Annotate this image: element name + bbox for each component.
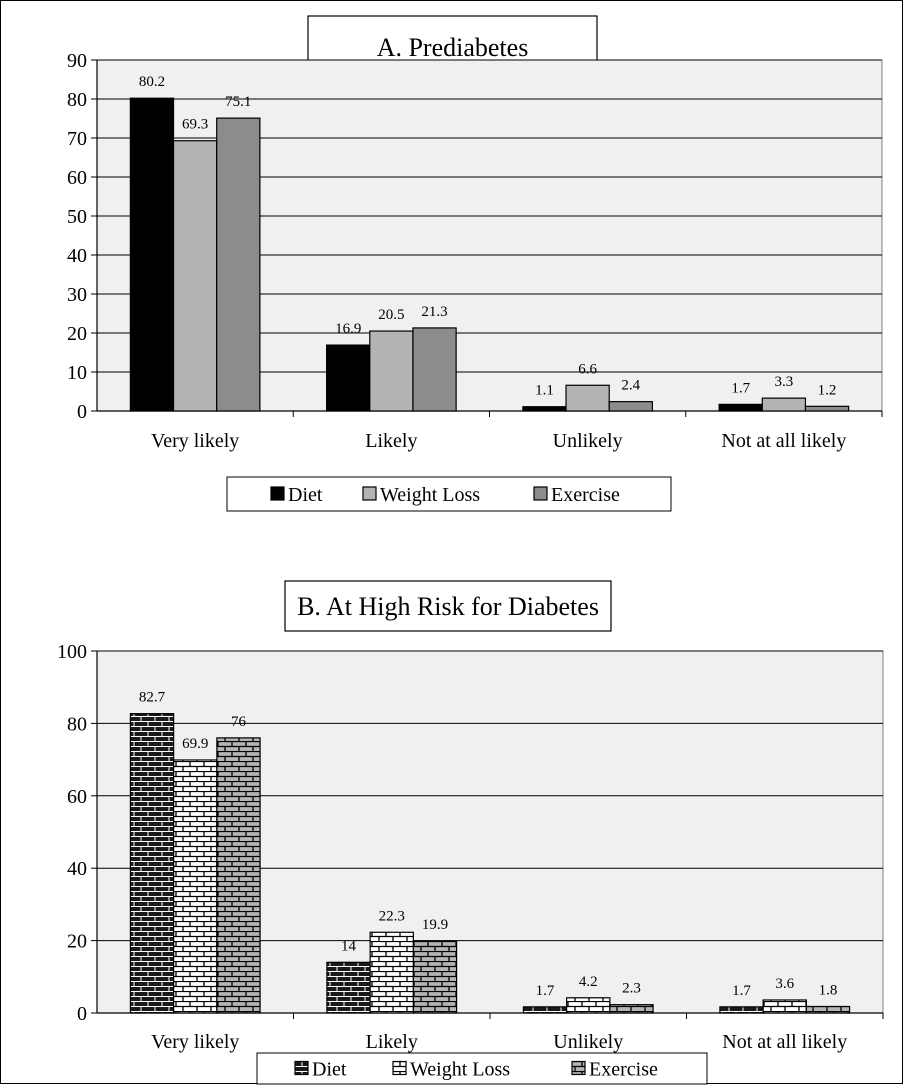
chart-a-bar-diet: [129, 97, 175, 412]
chart-b-legend-label: Diet: [312, 1059, 347, 1081]
chart-b-bar-exercise: [216, 737, 261, 1014]
chart-a-category-label: Very likely: [151, 430, 239, 452]
chart-a-data-label: 16.9: [335, 321, 361, 337]
chart-b-bar-weight-loss: [173, 759, 218, 1014]
chart-b-bar-exercise: [805, 1005, 851, 1014]
chart-a-data-label: 1.7: [731, 380, 750, 396]
chart-b-bar-diet: [326, 961, 371, 1014]
chart-a-legend-label: Exercise: [551, 484, 620, 506]
chart-b-ytick-label: 0: [77, 1003, 87, 1025]
chart-a-data-label: 1.2: [818, 382, 837, 398]
chart-a-data-label: 2.4: [621, 378, 640, 394]
chart-b-bar-weight-loss: [762, 999, 807, 1014]
chart-a-ytick-label: 70: [67, 128, 87, 150]
chart-a-bar-diet: [326, 344, 371, 412]
chart-b-data-label: 2.3: [622, 981, 641, 997]
chart-a-data-label: 69.3: [182, 117, 208, 133]
chart-b-legend-label: Weight Loss: [410, 1059, 510, 1081]
chart-a-ytick-label: 80: [67, 89, 87, 111]
chart-a-bar-exercise: [216, 117, 261, 412]
chart-a-bar-exercise: [412, 327, 457, 412]
chart-b-ytick-label: 80: [67, 713, 87, 735]
chart-a-ytick-label: 90: [67, 50, 87, 72]
chart-a-data-label: 1.1: [535, 383, 554, 399]
chart-b-category-label: Likely: [366, 1031, 418, 1053]
chart-a-bar-diet: [718, 403, 763, 412]
chart-b-data-label: 1.7: [732, 983, 751, 999]
chart-b-legend: [256, 1052, 708, 1085]
chart-b-data-label: 22.3: [379, 908, 405, 924]
chart-a-title: A. Prediabetes: [377, 33, 529, 62]
chart-a-data-label: 21.3: [421, 304, 447, 320]
chart-a-ytick-label: 60: [67, 167, 87, 189]
chart-a-data-label: 6.6: [578, 361, 597, 377]
chart-a-data-label: 3.3: [775, 374, 794, 390]
chart-b-legend-label: Exercise: [589, 1059, 658, 1081]
chart-a-legend: [226, 476, 672, 512]
chart-b-ytick-label: 20: [67, 931, 87, 953]
chart-a-category-label: Not at all likely: [721, 430, 846, 452]
chart-b-bar-weight-loss: [566, 997, 611, 1014]
chart-a-bar-weight-loss: [172, 140, 218, 412]
chart-a-data-label: 20.5: [378, 307, 404, 323]
chart-b-ytick-label: 40: [67, 858, 87, 880]
chart-a-legend-label: Weight Loss: [380, 484, 480, 506]
chart-b-data-label: 19.9: [422, 917, 448, 933]
chart-b-data-label: 69.9: [182, 736, 208, 752]
chart-b-data-label: 76: [231, 714, 247, 730]
chart-a-legend-label: Diet: [288, 484, 323, 506]
chart-b-data-label: 14: [341, 938, 357, 954]
chart-a-ytick-label: 30: [67, 284, 87, 306]
chart-b-legend-swatch-exercise: [571, 1060, 586, 1076]
chart-a-legend-swatch-weight-loss: [362, 486, 377, 501]
chart-a-bar-diet: [522, 406, 567, 412]
chart-b-legend-swatch-weight-loss: [392, 1060, 407, 1076]
chart-b-bar-diet: [522, 1006, 568, 1014]
chart-b-bar-weight-loss: [369, 931, 414, 1014]
chart-b-ytick-label: 100: [57, 641, 87, 663]
chart-b-category-label: Unlikely: [553, 1031, 623, 1053]
chart-b-bar-exercise: [412, 940, 458, 1014]
chart-a-ytick-label: 0: [77, 401, 87, 423]
chart-b-category-label: Very likely: [151, 1031, 239, 1053]
chart-b-bar-exercise: [609, 1004, 654, 1014]
chart-a-bar-exercise: [608, 401, 653, 412]
chart-a-ytick-label: 10: [67, 362, 87, 384]
chart-a-bar-weight-loss: [369, 330, 414, 412]
chart-a-legend-swatch-diet: [270, 486, 285, 501]
chart-b-data-label: 82.7: [139, 690, 166, 706]
chart-a-bar-exercise: [804, 405, 850, 412]
chart-b-data-label: 3.6: [775, 976, 794, 992]
chart-a-ytick-label: 40: [67, 245, 87, 267]
chart-b-ytick-label: 60: [67, 786, 87, 808]
chart-a-ytick-label: 50: [67, 206, 87, 228]
chart-b-title: B. At High Risk for Diabetes: [297, 592, 599, 621]
chart-a-data-label: 80.2: [139, 74, 165, 90]
chart-b-category-label: Not at all likely: [722, 1031, 847, 1053]
chart-b-data-label: 4.2: [579, 974, 598, 990]
chart-a-category-label: Unlikely: [553, 430, 623, 452]
chart-b-data-label: 1.7: [536, 983, 555, 999]
chart-b-data-label: 1.8: [819, 982, 838, 998]
chart-a-data-label: 75.1: [225, 94, 251, 110]
chart-a-ytick-label: 20: [67, 323, 87, 345]
chart-b-title-box: [284, 580, 612, 632]
chart-a-category-label: Likely: [365, 430, 417, 452]
chart-a-bar-weight-loss: [761, 397, 807, 412]
chart-b-legend-swatch-diet: [294, 1060, 309, 1076]
chart-a-bar-weight-loss: [565, 384, 610, 412]
chart-b-bar-diet: [129, 713, 175, 1014]
chart-b-bar-diet: [719, 1006, 764, 1014]
chart-a-legend-swatch-exercise: [533, 486, 548, 501]
